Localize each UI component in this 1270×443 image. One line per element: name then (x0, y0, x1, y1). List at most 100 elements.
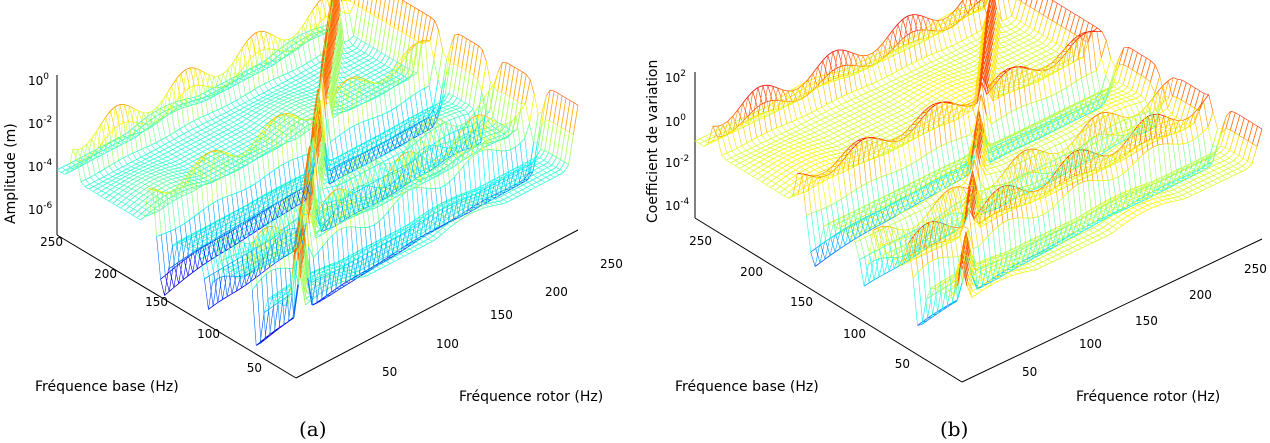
surface-mesh-line (145, 205, 152, 210)
surface-mesh-line (187, 165, 193, 170)
surface-mesh-line (430, 217, 436, 222)
surface-mesh-line (182, 193, 188, 197)
surface-mesh-line (547, 164, 553, 169)
surface-mesh-line (276, 112, 282, 117)
surface-mesh-line (172, 172, 178, 175)
surface-mesh-line (162, 182, 167, 186)
surface-mesh-line (287, 70, 293, 74)
surface-mesh-line (185, 144, 191, 148)
surface-mesh-line (256, 278, 262, 285)
surface-mesh-line (376, 265, 381, 269)
surface-mesh-line (432, 238, 438, 242)
surface-mesh-line (482, 189, 488, 193)
surface-mesh-line (118, 184, 124, 189)
surface-mesh-line (173, 141, 179, 146)
surface-mesh-line (164, 291, 170, 296)
surface-mesh-line (191, 188, 197, 193)
surface-mesh-line (397, 151, 403, 155)
surface-mesh-line (143, 164, 149, 168)
surface-mesh-line (521, 74, 527, 105)
surface-mesh-line (210, 122, 216, 126)
surface-mesh-line (206, 124, 212, 128)
surface-mesh-line (373, 256, 379, 260)
surface-mesh-line (209, 158, 215, 162)
surface-mesh-line (156, 236, 161, 280)
surface-mesh-line (350, 57, 356, 61)
surface-mesh-line (329, 210, 335, 218)
surface-mesh-line (376, 89, 382, 93)
surface-mesh-line (109, 191, 115, 196)
surface-mesh-line (179, 128, 184, 135)
surface-mesh-line (121, 168, 127, 172)
surface-mesh-line (301, 94, 307, 97)
surface-mesh-line (184, 219, 190, 224)
surface-mesh-line (411, 187, 417, 190)
surface-mesh-line (132, 176, 138, 180)
surface-mesh-line (107, 149, 113, 153)
surface-mesh-line (545, 90, 551, 120)
surface-mesh-line (239, 75, 245, 79)
surface-mesh-line (455, 100, 462, 107)
surface-mesh-line (148, 183, 154, 187)
surface-mesh-line (145, 159, 150, 162)
surface-mesh-line (161, 187, 166, 191)
surface-mesh-line (141, 154, 147, 158)
surface-mesh-line (363, 86, 369, 90)
surface-mesh-line (304, 123, 311, 128)
surface-mesh-line (141, 175, 147, 179)
surface-mesh-line (121, 197, 127, 203)
surface-mesh-line (480, 141, 486, 145)
surface-mesh-line (152, 106, 158, 112)
surface-mesh-line (532, 177, 538, 181)
surface-mesh-line (389, 188, 395, 193)
surface-mesh-line (140, 187, 145, 190)
surface-mesh-line (203, 85, 209, 88)
surface-mesh-line (227, 160, 232, 164)
surface-mesh-line (308, 246, 314, 258)
surface-mesh-line (199, 173, 205, 177)
surface-mesh-line (492, 91, 498, 118)
surface-mesh-line (108, 200, 113, 204)
surface-mesh-line (404, 129, 410, 134)
surface-mesh-line (375, 268, 381, 272)
surface-mesh-line (249, 122, 255, 127)
surface-mesh-line (197, 265, 203, 270)
surface-mesh-line (102, 151, 108, 155)
surface-mesh-line (264, 173, 270, 178)
surface-mesh-line (560, 129, 566, 160)
surface-mesh-line (355, 55, 361, 59)
surface-mesh-line (261, 273, 267, 279)
surface-mesh-line (117, 173, 122, 176)
surface-mesh-line (147, 110, 153, 114)
surface-mesh-line (189, 169, 196, 178)
surface-mesh-line (522, 182, 528, 186)
surface-mesh-line (391, 134, 397, 139)
surface-mesh-line (143, 191, 149, 196)
surface-mesh-line (290, 104, 296, 108)
surface-mesh-line (146, 169, 152, 173)
surface-mesh-line (477, 49, 483, 80)
surface-mesh-line (158, 174, 164, 178)
surface-mesh-line (145, 211, 151, 217)
surface-mesh-line (457, 215, 463, 219)
surface-mesh-line (156, 167, 161, 171)
surface-mesh-line (179, 163, 184, 167)
surface-mesh-line (360, 42, 366, 51)
surface-mesh-line (310, 95, 316, 98)
surface-mesh-line (183, 256, 190, 261)
surface-mesh-line (506, 121, 512, 125)
surface-mesh-line (161, 117, 166, 138)
surface-mesh-line (537, 169, 543, 174)
surface-mesh-line (177, 169, 183, 172)
surface-mesh-line (235, 97, 241, 101)
surface-mesh-line (129, 173, 134, 176)
surface-mesh-line (345, 282, 350, 284)
surface-mesh-line (123, 181, 129, 186)
surface-mesh-line (388, 205, 394, 212)
surface-mesh-line (140, 184, 146, 188)
surface-mesh-line (88, 186, 94, 190)
surface-mesh-line (428, 111, 434, 115)
surface-mesh-line (494, 201, 499, 203)
surface-mesh-line (509, 67, 515, 97)
surface-mesh-line (348, 98, 354, 103)
